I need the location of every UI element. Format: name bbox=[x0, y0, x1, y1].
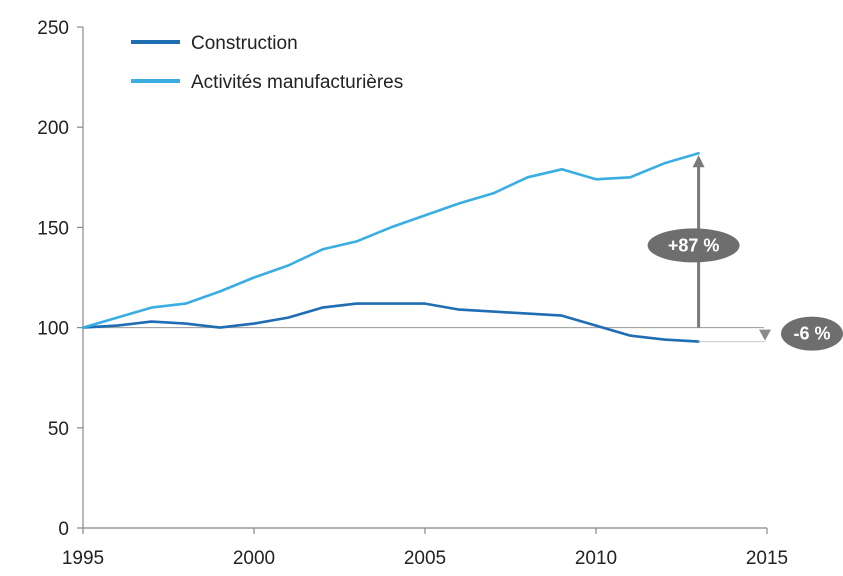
y-tick-label: 150 bbox=[37, 218, 69, 239]
legend-label-manufacturing: Activités manufacturières bbox=[191, 72, 403, 93]
annotations: +87 % -6 % bbox=[647, 155, 843, 351]
y-tick-label: 50 bbox=[48, 419, 69, 440]
y-tick-label: 100 bbox=[37, 319, 69, 340]
decrease-label: -6 % bbox=[793, 324, 830, 344]
decrease-badge bbox=[781, 316, 843, 351]
series-line-construction bbox=[81, 302, 700, 343]
decrease-arrow-head bbox=[759, 329, 771, 341]
increase-label: +87 % bbox=[668, 235, 720, 255]
x-tick-label: 1995 bbox=[62, 548, 104, 569]
y-axis: 0 50 100 150 200 250 bbox=[37, 18, 84, 540]
x-tick-label: 2010 bbox=[575, 548, 617, 569]
increase-badge bbox=[647, 228, 740, 263]
increase-arrow-head bbox=[692, 155, 705, 168]
x-tick-label: 2015 bbox=[746, 548, 788, 569]
series-line-manufacturing bbox=[81, 152, 700, 329]
legend-label-construction: Construction bbox=[191, 33, 298, 54]
y-tick-label: 200 bbox=[37, 118, 69, 139]
x-axis: 1995 2000 2005 2010 2015 bbox=[62, 527, 788, 569]
x-tick-label: 2005 bbox=[404, 548, 446, 569]
legend: Construction Activités manufacturières bbox=[131, 33, 403, 93]
y-tick-label: 250 bbox=[37, 18, 69, 39]
x-tick-label: 2000 bbox=[233, 548, 275, 569]
series-group bbox=[81, 152, 700, 343]
y-tick-label: 0 bbox=[58, 519, 69, 540]
